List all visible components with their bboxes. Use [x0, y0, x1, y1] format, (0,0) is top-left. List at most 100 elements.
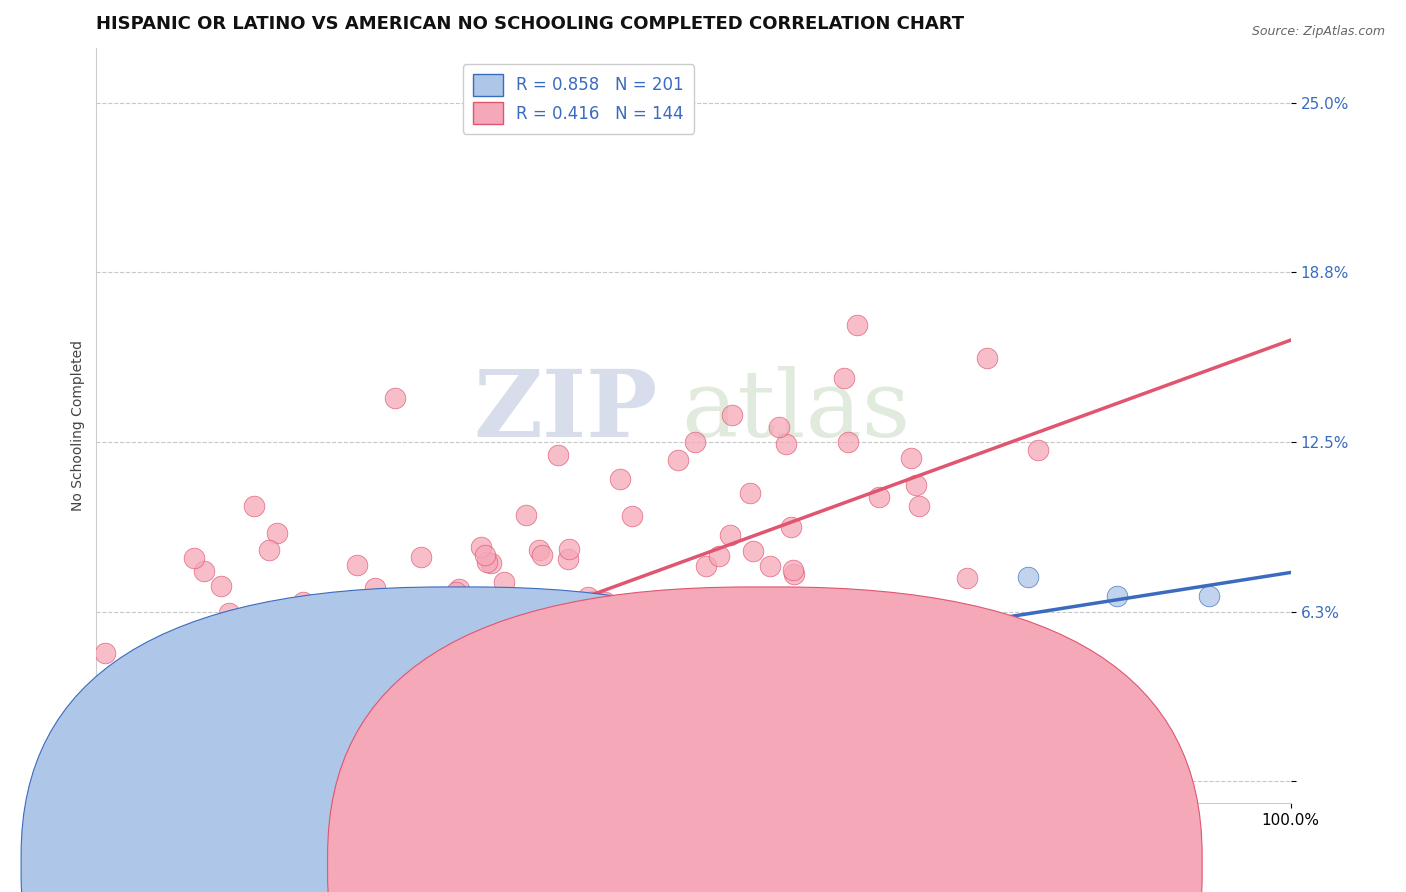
- Point: [188, 717, 211, 731]
- Point: [208, 739, 231, 754]
- Point: [813, 651, 835, 665]
- Point: [166, 829, 188, 843]
- Point: [191, 758, 214, 772]
- Point: [515, 669, 537, 683]
- Point: [280, 717, 302, 731]
- Point: [245, 756, 267, 771]
- Point: [693, 697, 716, 711]
- Point: [254, 704, 277, 718]
- Point: [540, 667, 562, 681]
- Point: [531, 548, 554, 562]
- Point: [103, 739, 125, 753]
- Point: [689, 618, 711, 632]
- Point: [495, 669, 517, 683]
- Point: [273, 615, 295, 630]
- Point: [402, 697, 425, 711]
- Point: [619, 635, 641, 649]
- Point: [479, 556, 502, 570]
- Point: [240, 736, 263, 750]
- Point: [114, 822, 136, 837]
- Point: [775, 436, 797, 450]
- Point: [197, 751, 219, 765]
- Point: [356, 687, 378, 701]
- Point: [633, 690, 655, 704]
- Point: [433, 683, 456, 698]
- Point: [381, 686, 404, 700]
- Point: [664, 668, 686, 682]
- Point: [470, 540, 492, 554]
- Point: [190, 819, 212, 833]
- Point: [619, 664, 641, 678]
- Point: [232, 706, 254, 720]
- Point: [142, 731, 165, 745]
- Point: [779, 653, 801, 667]
- Point: [111, 723, 134, 738]
- Point: [443, 701, 465, 715]
- Point: [214, 733, 236, 747]
- Point: [582, 657, 605, 671]
- Point: [405, 712, 427, 726]
- Point: [467, 672, 489, 686]
- Point: [378, 705, 401, 719]
- Point: [766, 651, 789, 665]
- Point: [93, 647, 115, 661]
- Point: [326, 687, 349, 701]
- Point: [236, 720, 259, 734]
- Point: [124, 682, 146, 697]
- Point: [550, 691, 572, 706]
- Point: [664, 679, 686, 693]
- Point: [215, 635, 238, 649]
- Point: [689, 618, 711, 632]
- Point: [474, 548, 496, 562]
- Point: [395, 694, 418, 708]
- Point: [266, 525, 288, 540]
- Point: [449, 615, 471, 630]
- Point: [364, 581, 387, 595]
- Point: [616, 643, 638, 657]
- Point: [845, 318, 868, 333]
- Point: [211, 579, 233, 593]
- Point: [574, 683, 596, 698]
- Point: [257, 542, 280, 557]
- Point: [254, 745, 277, 759]
- Point: [515, 695, 537, 709]
- Point: [110, 727, 132, 741]
- Point: [398, 718, 420, 732]
- Point: [225, 716, 247, 731]
- Point: [959, 610, 981, 624]
- Point: [120, 748, 142, 763]
- Point: [537, 702, 560, 716]
- Point: [727, 655, 749, 669]
- Point: [631, 653, 654, 667]
- Point: [274, 727, 297, 741]
- Point: [747, 690, 769, 704]
- Point: [437, 710, 460, 724]
- Point: [503, 631, 526, 645]
- Point: [1107, 589, 1129, 603]
- Point: [387, 613, 409, 627]
- Point: [773, 651, 796, 665]
- Point: [169, 732, 191, 747]
- Point: [374, 681, 396, 696]
- Point: [198, 739, 221, 753]
- Point: [467, 748, 489, 763]
- Point: [97, 756, 120, 770]
- Point: [205, 741, 228, 756]
- Point: [533, 756, 555, 771]
- Point: [523, 633, 546, 648]
- Point: [707, 549, 730, 564]
- Point: [143, 747, 166, 762]
- Point: [510, 660, 533, 674]
- Point: [429, 724, 451, 739]
- Point: [485, 689, 508, 703]
- Point: [281, 736, 304, 750]
- Point: [569, 679, 592, 693]
- Point: [419, 635, 441, 649]
- Point: [391, 646, 413, 660]
- Point: [215, 787, 238, 801]
- Point: [274, 670, 297, 684]
- Point: [378, 752, 401, 766]
- Point: [576, 591, 599, 605]
- Point: [751, 622, 773, 636]
- Point: [720, 408, 742, 422]
